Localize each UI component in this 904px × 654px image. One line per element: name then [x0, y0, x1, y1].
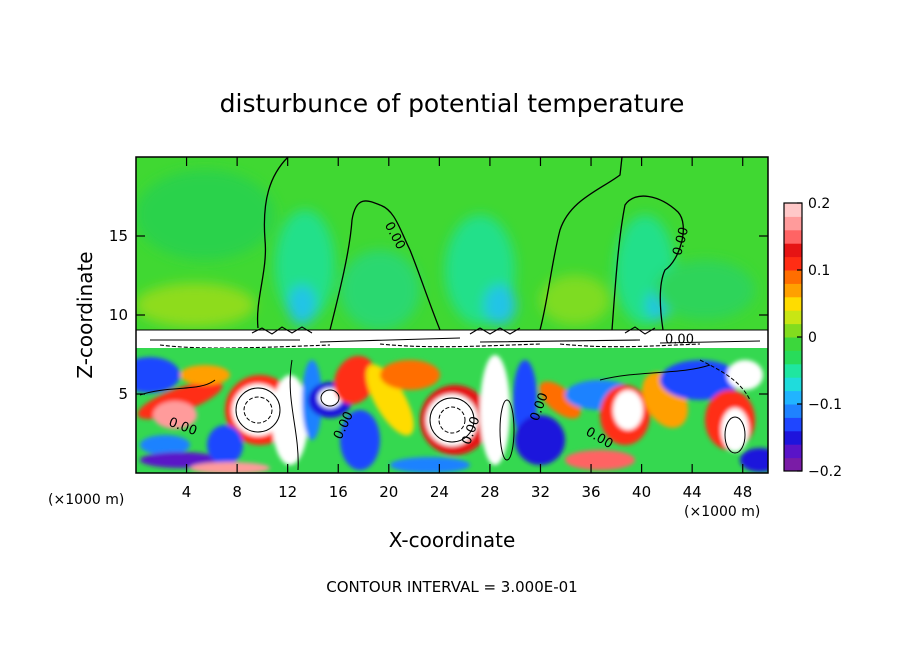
colorbar-swatch	[784, 270, 802, 284]
colorbar-swatch	[784, 417, 802, 432]
x-tick-label: 36	[581, 483, 600, 501]
upper-field-anomalies	[136, 170, 755, 330]
plot-area: 0.00 0.000.00 0.00 0.000.000.000.00	[136, 157, 768, 473]
x-tick-label: 12	[278, 483, 297, 501]
colorbar-swatch	[784, 216, 802, 231]
colorbar-swatch	[784, 337, 802, 351]
colorbar-swatch	[784, 323, 802, 338]
colorbar-swatch	[784, 457, 802, 472]
lower-field-eddies	[136, 355, 768, 473]
colorbar-swatch	[784, 243, 802, 258]
colorbar-swatch	[784, 283, 802, 298]
band-contours	[136, 326, 768, 349]
x-tick-label: 16	[329, 483, 348, 501]
y-axis: 5 10 15	[109, 227, 768, 403]
x-axis: 4 8 12 16 20 24 28 32 36 40 44 48	[182, 157, 752, 501]
x-tick-label: 20	[379, 483, 398, 501]
x-tick-label: 40	[632, 483, 651, 501]
colorbar-swatch	[784, 310, 802, 325]
colorbar-tick-label: 0	[808, 330, 817, 346]
contour-interval-note: CONTOUR INTERVAL = 3.000E-01	[326, 578, 577, 596]
x-unit-right: (×1000 m)	[684, 504, 760, 520]
x-unit-left: (×1000 m)	[48, 492, 124, 508]
y-axis-title: Z-coordinate	[73, 251, 97, 378]
x-tick-label: 24	[430, 483, 449, 501]
colorbar-swatch	[784, 350, 802, 365]
colorbar-swatch	[784, 363, 802, 378]
upper-contours	[256, 157, 684, 331]
colorbar: 0.2 0.1 0 −0.1 −0.2	[783, 196, 842, 480]
colorbar-swatch	[784, 229, 802, 244]
colorbar-swatch	[784, 296, 802, 311]
y-tick-label: 10	[109, 306, 128, 324]
y-tick-label: 15	[109, 227, 128, 245]
colorbar-swatch	[784, 203, 802, 217]
contour-label: 0.00	[670, 225, 692, 257]
colorbar-tick-label: 0.1	[808, 263, 830, 279]
colorbar-tick-label: 0.2	[808, 196, 830, 212]
colorbar-tick-label: −0.1	[808, 397, 842, 413]
colorbar-swatch	[784, 256, 802, 271]
colorbar-swatch	[784, 390, 802, 405]
x-tick-label: 48	[733, 483, 752, 501]
contour-label: 0.00	[665, 332, 694, 347]
x-tick-label: 4	[182, 483, 192, 501]
chart-title: disturbunce of potential temperature	[220, 89, 685, 118]
x-tick-label: 28	[480, 483, 499, 501]
transition-band	[136, 330, 768, 350]
colorbar-tick-label: −0.2	[808, 464, 842, 480]
x-tick-label: 8	[232, 483, 242, 501]
lower-contours	[139, 359, 751, 471]
x-axis-title: X-coordinate	[389, 528, 516, 552]
y-tick-label: 5	[118, 385, 128, 403]
x-tick-label: 32	[531, 483, 550, 501]
colorbar-swatch	[784, 444, 802, 459]
x-tick-label: 44	[683, 483, 702, 501]
colorbar-swatch	[784, 404, 802, 418]
colorbar-swatch	[784, 430, 802, 445]
colorbar-swatch	[784, 377, 802, 392]
